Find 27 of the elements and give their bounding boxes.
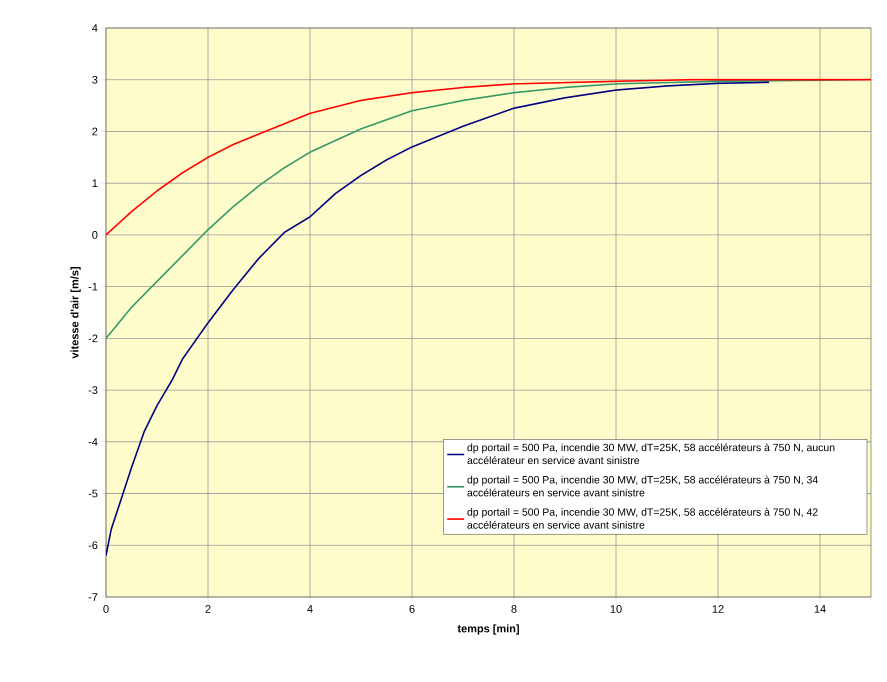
x-tick-label: 14 — [814, 605, 826, 613]
y-tick-label: 3 — [92, 76, 98, 84]
y-tick-label: 4 — [92, 24, 98, 32]
y-tick-label: 1 — [92, 179, 98, 187]
x-tick-label: 2 — [206, 605, 210, 613]
x-tick-label: 12 — [712, 605, 724, 613]
y-tick-label: -1 — [88, 282, 98, 290]
x-tick-label: 8 — [511, 605, 517, 613]
x-axis-title: temps [min] — [458, 624, 519, 635]
x-tick-label: 6 — [410, 605, 415, 613]
x-tick-label: 4 — [307, 605, 313, 613]
y-tick-label: -3 — [88, 386, 98, 394]
y-axis-title: vitesse d'air [m/s] — [70, 267, 81, 359]
y-tick-label: -7 — [88, 593, 98, 601]
y-tick-label: 2 — [92, 128, 98, 136]
y-tick-label: -5 — [88, 490, 98, 498]
line-series — [106, 82, 770, 556]
y-tick-label: -2 — [88, 334, 98, 342]
legend-label: dp portail = 500 Pa, incendie 30 MW, dT=25K, 58 accélérateurs à 750 N, 42 accélérateurs en service avant sinistre — [467, 508, 818, 529]
y-tick-label: 0 — [92, 231, 98, 239]
y-tick-label: -6 — [88, 541, 98, 550]
line-series — [106, 78, 872, 236]
x-tick-label: 10 — [610, 605, 622, 613]
x-tick-label: 0 — [103, 605, 109, 613]
legend-label: dp portail = 500 Pa, incendie 30 MW, dT=25K, 58 accélérateurs à 750 N, 34 accélérateurs en service avant sinistre — [467, 476, 818, 496]
legend-label: dp portail = 500 Pa, incendie 30 MW, dT=25K, 58 accélérateurs à 750 N, aucun accélérateur en service avant sinistre — [467, 443, 834, 464]
y-tick-label: -4 — [88, 438, 98, 446]
